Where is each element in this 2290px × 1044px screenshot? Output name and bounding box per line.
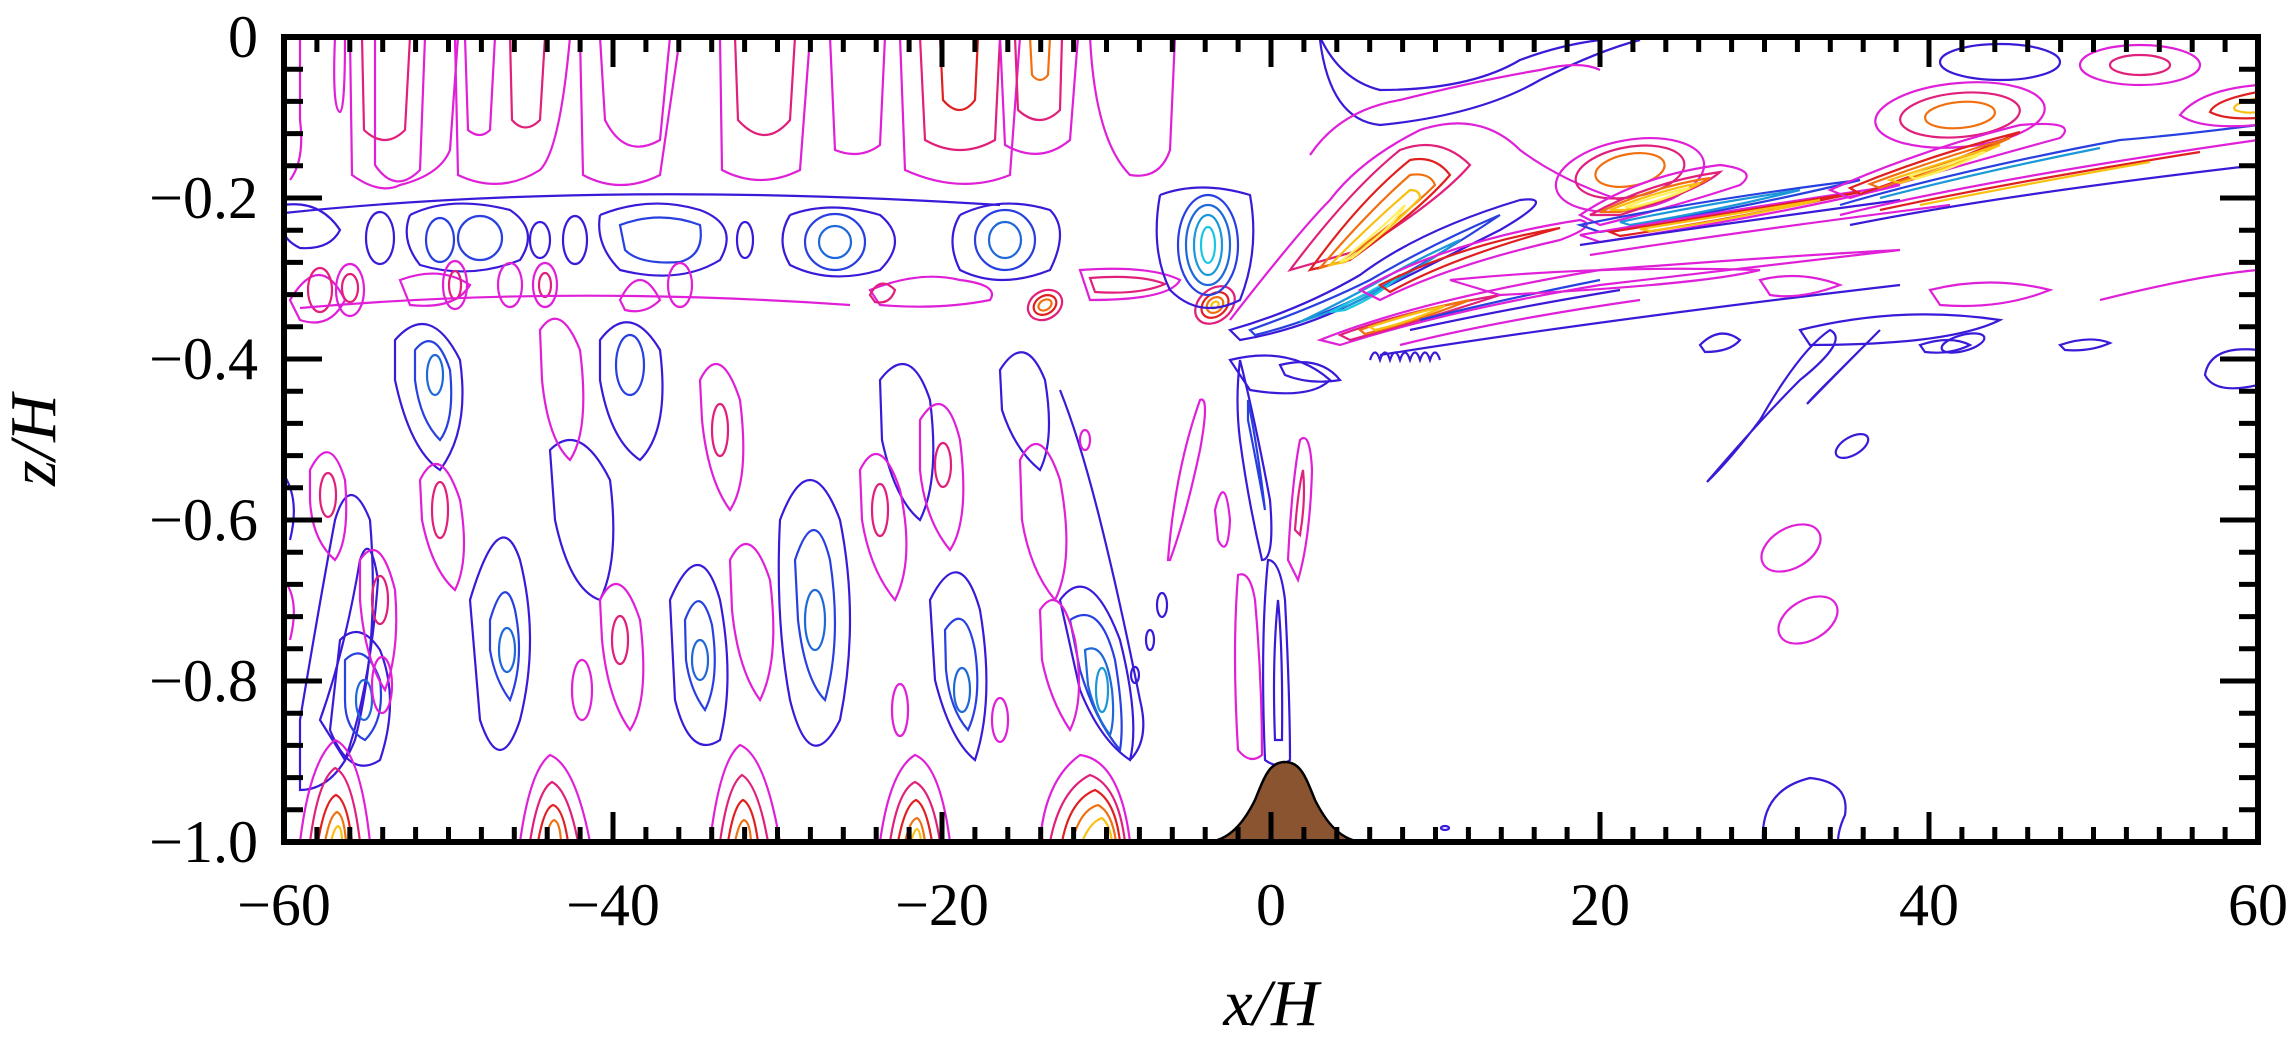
y-axis-ticks [284, 34, 2258, 845]
x-tick-label: −60 [237, 872, 331, 938]
bottom-hotspots [298, 738, 1132, 842]
x-tick-label: 60 [2228, 872, 2288, 938]
x-tick-label: 20 [1570, 872, 1630, 938]
surface-lobes [289, 37, 1177, 190]
near-hill-negative-cell [1155, 186, 1255, 310]
contour-field [284, 37, 2258, 842]
y-tick-label: −0.2 [149, 165, 258, 231]
y-axis-tick-labels: 0 −0.2 −0.4 −0.6 −0.8 −1.0 [149, 4, 258, 875]
far-field-sparse [1449, 267, 2258, 842]
y-tick-label: 0 [228, 4, 258, 70]
x-tick-label: −20 [895, 872, 989, 938]
y-tick-label: −0.4 [149, 326, 258, 392]
pycnocline-positive-cells [288, 259, 1182, 324]
x-tick-label: 40 [1899, 872, 1959, 938]
x-axis-tick-labels: −60 −40 −20 0 20 40 60 [237, 872, 2288, 938]
y-tick-label: −0.6 [149, 487, 258, 553]
topography-hill [1204, 760, 1366, 844]
far-field-beam [1309, 37, 2258, 257]
y-tick-label: −0.8 [149, 648, 258, 714]
x-tick-label: 0 [1256, 872, 1286, 938]
y-axis-title: z/H [0, 391, 70, 487]
x-tick-label: −40 [566, 872, 660, 938]
x-axis-ticks [281, 37, 2261, 842]
lee-wave-beam [1227, 122, 1901, 383]
x-axis-title: x/H [1222, 967, 1322, 1040]
y-tick-label: −1.0 [149, 809, 258, 875]
lower-layer-beams [298, 321, 1145, 792]
lower-layer-positive [308, 317, 1081, 744]
hill-plume [1166, 359, 1314, 767]
pycnocline-negative-cells [284, 193, 1061, 282]
pycnocline-hotspots [1026, 285, 1236, 325]
